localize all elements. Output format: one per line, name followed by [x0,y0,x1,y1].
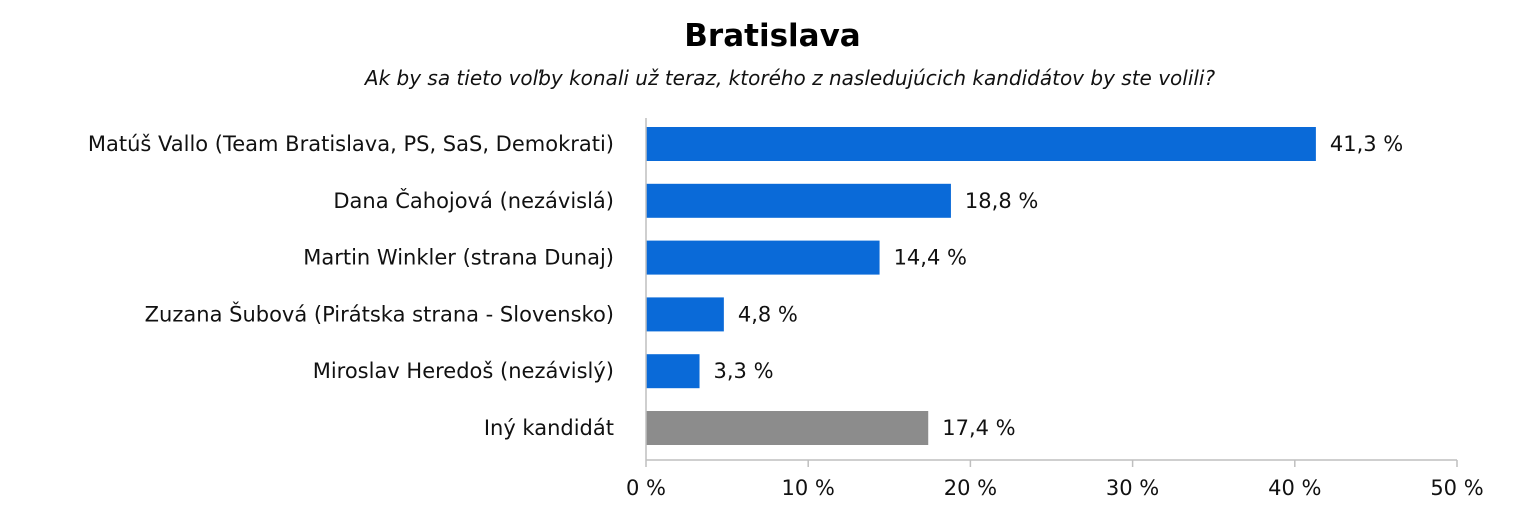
value-label-4: 3,3 % [714,359,774,383]
bar-2 [646,240,880,275]
x-tick-label-4: 40 % [1268,476,1321,500]
bar-5 [646,411,929,445]
value-label-0: 41,3 % [1330,132,1403,156]
value-label-2: 14,4 % [894,246,967,270]
category-label-3: Zuzana Šubová (Pirátska strana - Slovens… [145,301,614,326]
x-tick-label-0: 0 % [626,476,666,500]
bar-3 [646,297,724,332]
bar-0 [646,127,1316,161]
value-label-1: 18,8 % [965,189,1038,213]
x-tick-label-2: 20 % [944,476,997,500]
x-tick-label-3: 30 % [1106,476,1159,500]
category-label-5: Iný kandidát [484,416,614,440]
bars-layer: Matúš Vallo (Team Bratislava, PS, SaS, D… [88,127,1403,445]
x-tick-label-5: 50 % [1430,476,1483,500]
bar-1 [646,183,951,218]
category-label-2: Martin Winkler (strana Dunaj) [303,246,614,270]
category-label-0: Matúš Vallo (Team Bratislava, PS, SaS, D… [88,132,614,156]
category-label-1: Dana Čahojová (nezávislá) [333,188,614,213]
value-label-3: 4,8 % [738,302,798,326]
axis-layer: 0 % 10 % 20 % 30 % 40 % 50 % [626,118,1484,500]
x-tick-label-1: 10 % [782,476,835,500]
bar-4 [646,354,700,389]
value-label-5: 17,4 % [942,416,1015,440]
category-label-4: Miroslav Heredoš (nezávislý) [313,359,614,383]
chart-title: Bratislava [684,18,861,54]
chart-subtitle: Ak by sa tieto voľby konali už teraz, kt… [364,66,1216,90]
